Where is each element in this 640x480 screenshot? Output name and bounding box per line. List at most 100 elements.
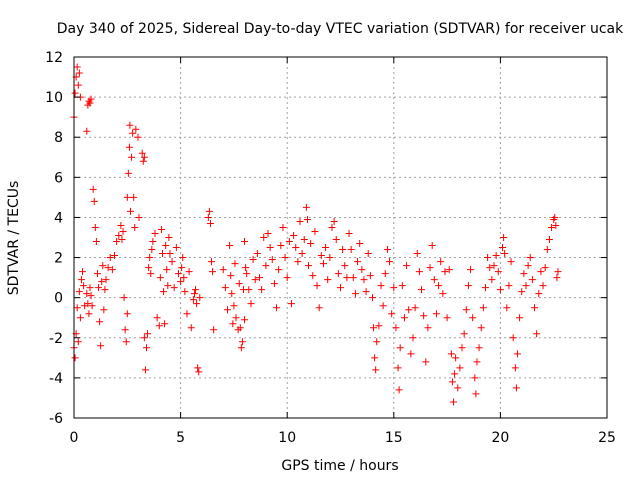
data-point — [362, 288, 370, 296]
data-point — [507, 258, 515, 266]
data-point — [210, 326, 218, 334]
data-point — [490, 262, 498, 270]
data-point — [511, 364, 519, 372]
data-point — [311, 227, 319, 235]
data-point — [379, 302, 387, 310]
data-point — [533, 330, 541, 338]
data-point — [177, 278, 185, 286]
data-point — [424, 324, 432, 332]
data-point — [243, 270, 251, 278]
data-point — [486, 264, 494, 272]
data-point — [273, 304, 281, 312]
y-tick-label: 6 — [54, 170, 63, 186]
data-point — [275, 266, 283, 274]
data-point — [141, 366, 149, 374]
data-point — [148, 246, 156, 254]
data-point — [505, 282, 513, 290]
data-point — [146, 254, 154, 262]
data-point — [83, 290, 91, 298]
data-point — [242, 264, 250, 272]
data-point — [279, 223, 287, 231]
data-point — [403, 262, 411, 270]
data-point — [537, 268, 545, 276]
data-point — [313, 282, 321, 290]
data-point — [123, 310, 131, 318]
data-point — [126, 207, 134, 215]
data-point — [541, 264, 549, 272]
data-point — [388, 310, 396, 318]
data-point — [339, 246, 347, 254]
x-tick-label: 5 — [176, 430, 185, 446]
data-point — [539, 282, 547, 290]
data-point — [435, 282, 443, 290]
data-point — [100, 306, 108, 314]
data-point — [330, 217, 338, 225]
data-point — [317, 252, 325, 260]
data-point — [473, 358, 481, 366]
data-point — [88, 302, 96, 310]
data-point — [292, 244, 300, 252]
data-point — [337, 284, 344, 292]
y-tick-label: 8 — [54, 130, 63, 146]
data-point — [307, 240, 315, 248]
data-point — [209, 268, 217, 276]
plot-frame — [73, 56, 608, 419]
data-point — [99, 262, 107, 270]
data-point — [494, 268, 502, 276]
data-point — [449, 398, 457, 406]
data-point — [180, 274, 188, 282]
data-point — [139, 157, 147, 165]
tick-labels: 0 5 10 15 20 25 -6 -4 -2 0 2 4 6 8 10 12 — [45, 50, 616, 446]
data-point — [237, 344, 245, 352]
data-point — [181, 288, 189, 296]
data-point — [128, 153, 136, 161]
data-point — [481, 284, 489, 292]
data-point — [467, 266, 475, 274]
data-point — [328, 223, 336, 231]
data-point — [111, 252, 119, 260]
data-point — [236, 324, 244, 332]
data-point — [471, 374, 479, 382]
data-point — [383, 246, 391, 254]
y-tick-label: 4 — [54, 210, 63, 226]
data-point — [255, 274, 263, 282]
data-point — [193, 300, 201, 308]
data-point — [454, 384, 462, 392]
data-point — [356, 240, 364, 248]
data-point — [437, 258, 445, 266]
data-point — [195, 368, 203, 376]
data-point — [496, 286, 504, 294]
data-point — [526, 254, 534, 262]
data-point — [125, 143, 133, 151]
data-point — [75, 69, 83, 77]
y-tick-label: -6 — [49, 411, 63, 427]
data-point — [405, 306, 413, 314]
data-point — [129, 129, 137, 137]
y-tick-label: -4 — [49, 371, 63, 387]
data-point — [371, 354, 379, 362]
data-point — [422, 358, 430, 366]
data-point — [96, 318, 104, 326]
data-point — [145, 264, 153, 272]
y-tick-label: 10 — [45, 90, 63, 106]
data-point — [219, 266, 227, 274]
data-point — [364, 250, 372, 258]
data-point — [140, 334, 148, 342]
data-point — [398, 282, 406, 290]
data-point — [326, 254, 334, 262]
data-point — [545, 236, 553, 244]
data-point — [264, 229, 272, 237]
data-point — [285, 238, 293, 246]
data-point — [475, 344, 483, 352]
data-point — [460, 330, 468, 338]
data-point — [266, 244, 274, 252]
data-point — [84, 300, 92, 308]
data-point — [77, 276, 85, 284]
data-point — [119, 227, 127, 235]
data-point — [551, 213, 559, 221]
y-axis-label: SDTVAR / TECUs — [6, 181, 22, 296]
data-point — [75, 288, 83, 296]
data-point — [432, 310, 440, 318]
data-point — [86, 284, 94, 292]
data-point — [492, 252, 500, 260]
